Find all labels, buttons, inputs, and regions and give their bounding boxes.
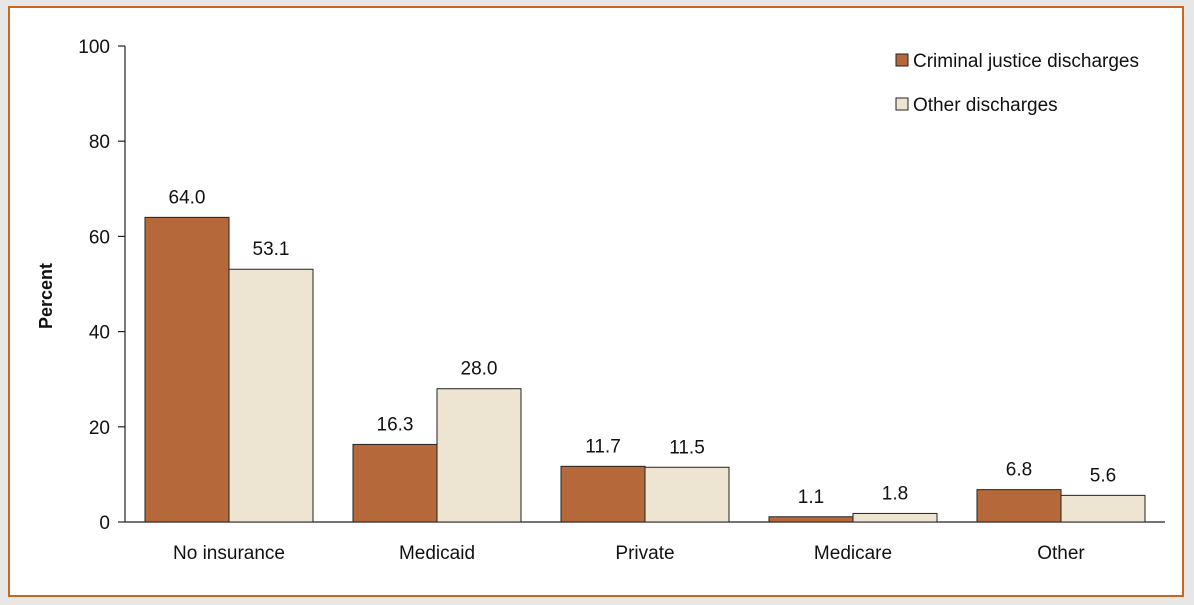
y-tick-label: 80 [89, 132, 110, 153]
bar-other-medicaid [436, 388, 522, 523]
y-tick-label: 20 [89, 418, 110, 439]
legend-label-criminal-justice: Criminal justice discharges [913, 51, 1139, 72]
data-label: 28.0 [461, 359, 498, 380]
category-labels: No insurance Medicaid Private Medicare Other [173, 543, 1085, 564]
bar-criminal-justice-medicaid [352, 443, 438, 523]
y-axis-title: Percent [36, 263, 56, 329]
y-tick-label: 60 [89, 227, 110, 248]
data-label: 6.8 [1006, 460, 1032, 481]
bar-criminal-justice-no-insurance [144, 216, 230, 523]
data-label: 16.3 [377, 414, 414, 435]
y-tick-label: 100 [78, 37, 110, 58]
y-tick-label: 40 [89, 323, 110, 344]
bars [144, 216, 1146, 523]
legend-swatch-criminal-justice [895, 53, 909, 67]
data-label: 1.1 [798, 487, 824, 508]
legend-swatch-other [895, 97, 909, 111]
data-label: 53.1 [253, 239, 290, 260]
category-label: Medicaid [399, 543, 475, 564]
data-labels: 64.0 53.1 16.3 28.0 11.7 11.5 1.1 1.8 6.8 5.6 [169, 187, 1117, 507]
data-label: 11.5 [669, 437, 705, 458]
bar-criminal-justice-medicare [768, 516, 854, 523]
category-label: No insurance [173, 543, 285, 564]
category-label: Private [615, 543, 674, 564]
bar-criminal-justice-private [560, 465, 646, 523]
legend-label-other: Other discharges [913, 95, 1058, 116]
bar-other-private [644, 466, 730, 523]
data-label: 5.6 [1090, 465, 1116, 486]
data-label: 64.0 [169, 187, 206, 208]
bar-criminal-justice-other [976, 489, 1062, 523]
y-ticks: 0 20 40 60 80 100 [78, 37, 125, 534]
bar-other-no-insurance [228, 268, 314, 523]
bar-other-other [1060, 494, 1146, 523]
y-tick-label: 0 [99, 513, 110, 534]
category-label: Medicare [814, 543, 892, 564]
category-label: Other [1037, 543, 1085, 564]
data-label: 1.8 [882, 483, 908, 504]
data-label: 11.7 [585, 436, 621, 457]
bar-other-medicare [852, 512, 938, 523]
legend: Criminal justice discharges Other discha… [895, 51, 1139, 116]
